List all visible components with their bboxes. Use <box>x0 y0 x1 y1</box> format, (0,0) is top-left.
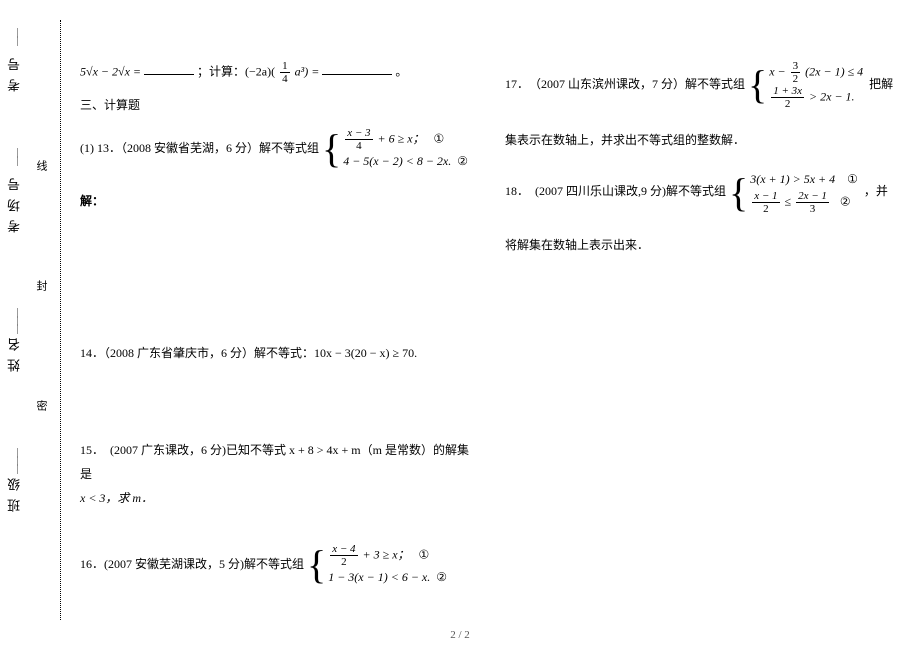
p18-tail: ，并 <box>864 184 888 198</box>
circled-1: ① <box>434 131 445 145</box>
name-label: 姓名 <box>5 330 24 372</box>
circled-1b: ① <box>419 548 430 562</box>
p17-l1-post: (2x − 1) ≤ 4 <box>805 64 863 78</box>
circled-1c: ① <box>847 172 858 186</box>
problem-16: 16．(2007 安徽芜湖课改，5 分)解不等式组 { x − 4 2 + 3 … <box>80 543 475 587</box>
p17-text: 17． （2007 山东滨州课改，7 分）解不等式组 <box>505 77 745 91</box>
blank-1 <box>144 63 194 75</box>
p18-system: { 3(x + 1) > 5x + 4 ① x − 1 2 ≤ 2x − <box>729 170 858 214</box>
circled-2c: ② <box>840 194 851 208</box>
p18-frac1: x − 1 2 <box>752 190 779 215</box>
eq1-lhs: 5√x − 2√x = <box>80 64 141 78</box>
seal-feng: 封 <box>33 280 49 291</box>
p17-system: { x − 3 2 (2x − 1) ≤ 4 1 + 3x 2 <box>748 60 863 110</box>
eq1-frac: 1 4 <box>280 60 290 85</box>
right-column: 17． （2007 山东滨州课改，7 分）解不等式组 { x − 3 2 (2x… <box>505 60 900 606</box>
p16-system: { x − 4 2 + 3 ≥ x； ① 1 − 3(x − 1) < 6 − … <box>307 543 447 587</box>
problem-14: 14．（2008 广东省肇庆市，6 分）解不等式：10x − 3(20 − x)… <box>80 341 475 365</box>
circled-2: ② <box>457 154 468 168</box>
eq1-end: 。 <box>395 64 407 78</box>
p18-text2: 将解集在数轴上表示出来． <box>505 233 900 257</box>
p16-l1-rest: + 3 ≥ x； <box>363 548 410 562</box>
spacer-3 <box>80 528 475 543</box>
p17-text2: 集表示在数轴上，并求出不等式组的整数解． <box>505 128 900 152</box>
room-blank: ＿＿ <box>7 150 22 166</box>
p16-text: 16．(2007 安徽芜湖课改，5 分)解不等式组 <box>80 557 304 571</box>
circled-2b: ② <box>436 570 447 584</box>
problem-15: 15． (2007 广东课改，6 分)已知不等式 x + 8 > 4x + m（… <box>80 438 475 510</box>
p18-frac2: 2x − 1 3 <box>796 190 829 215</box>
p13-frac1: x − 3 4 <box>345 127 372 152</box>
blank-2 <box>322 63 392 75</box>
p13-l1-rest: + 6 ≥ x； <box>378 131 425 145</box>
examno-blank: ＿＿ <box>7 30 22 46</box>
p17-l1-pre: x − <box>769 64 788 78</box>
p13-text: (1) 13．（2008 安徽省芜湖，6 分）解不等式组 <box>80 141 319 155</box>
p18-mid: ≤ <box>785 194 795 208</box>
p15-a: 15． (2007 广东课改，6 分)已知不等式 x + 8 > 4x + m（… <box>80 443 469 481</box>
p18-text: 18． (2007 四川乐山课改,9 分)解不等式组 <box>505 184 726 198</box>
problem-18: 18． (2007 四川乐山课改,9 分)解不等式组 { 3(x + 1) > … <box>505 170 900 214</box>
p16-frac1: x − 4 2 <box>330 543 357 568</box>
name-blank: ＿＿＿ <box>7 310 22 334</box>
p17-frac1: 3 2 <box>791 60 801 85</box>
solve-label: 解： <box>80 189 475 213</box>
eq1-post: a³) = <box>295 64 320 78</box>
seal-dotted-line <box>60 20 61 620</box>
binding-rail: 班级 ＿＿＿ 姓名 ＿＿＿ 考场号 ＿＿ 考号 ＿＿ 密 封 线 <box>5 20 55 620</box>
left-brace-icon: { <box>322 129 341 169</box>
p17-l2-post: > 2x − 1. <box>809 90 855 104</box>
p17-frac2: 1 + 3x 2 <box>771 85 804 110</box>
class-blank: ＿＿＿ <box>7 450 22 474</box>
seal-mi: 密 <box>33 400 49 411</box>
p16-l2: 1 − 3(x − 1) < 6 − x. <box>328 570 430 584</box>
left-brace-icon: { <box>748 65 767 105</box>
p17-tail: 把解 <box>869 77 893 91</box>
section-3-heading: 三、计算题 <box>80 95 475 117</box>
p13-l2: 4 − 5(x − 2) < 8 − 2x. <box>343 154 451 168</box>
p15-b: x < 3，求 m． <box>80 491 153 505</box>
eq1-mid: ；计算：(−2a)( <box>197 64 275 78</box>
left-brace-icon: { <box>307 545 326 585</box>
page-content: 5√x − 2√x = ；计算：(−2a)( 1 4 a³) = 。 三、计算题… <box>80 60 900 606</box>
left-brace-icon: { <box>729 173 748 213</box>
left-column: 5√x − 2√x = ；计算：(−2a)( 1 4 a³) = 。 三、计算题… <box>80 60 475 606</box>
room-label: 考场号 <box>5 170 24 233</box>
page-footer: 2 / 2 <box>0 629 920 641</box>
spacer-2 <box>80 383 475 438</box>
spacer-1 <box>80 231 475 341</box>
problem-17: 17． （2007 山东滨州课改，7 分）解不等式组 { x − 3 2 (2x… <box>505 60 900 110</box>
class-label: 班级 <box>5 470 24 512</box>
examno-label: 考号 <box>5 50 24 92</box>
problem-13: (1) 13．（2008 安徽省芜湖，6 分）解不等式组 { x − 3 4 +… <box>80 127 475 171</box>
p18-l1: 3(x + 1) > 5x + 4 <box>750 172 835 186</box>
p13-system: { x − 3 4 + 6 ≥ x； ① 4 − 5(x − 2) < 8 − … <box>322 127 468 171</box>
eq-fill-blank: 5√x − 2√x = ；计算：(−2a)( 1 4 a³) = 。 <box>80 60 475 85</box>
seal-xian: 线 <box>33 160 49 171</box>
